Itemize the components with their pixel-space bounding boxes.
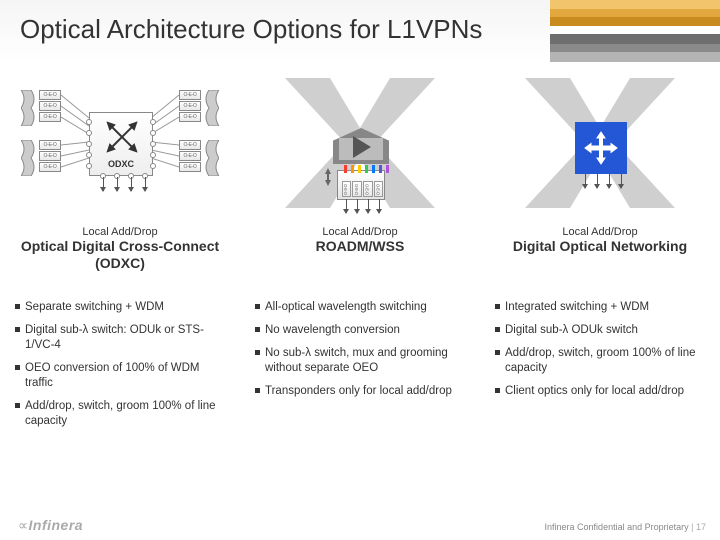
bullet-item: Digital sub-λ switch: ODUk or STS-1/VC-4	[15, 323, 225, 353]
footer-text: Infinera Confidential and Proprietary	[545, 522, 689, 532]
bullet-item: All-optical wavelength switching	[255, 300, 465, 315]
heading-roadm: ROADM/WSS	[255, 238, 465, 272]
bullet-item: Integrated switching + WDM	[495, 300, 705, 315]
bullet-item: Add/drop, switch, groom 100% of line cap…	[495, 346, 705, 376]
diagram-caption: Local Add/Drop	[255, 226, 465, 238]
logo-text: ∝Infinera	[18, 517, 83, 534]
bullet-item: Digital sub-λ ODUk switch	[495, 323, 705, 338]
heading-don: Digital Optical Networking	[495, 238, 705, 272]
heading-odxc: Optical Digital Cross-Connect (ODXC)	[15, 238, 225, 272]
bullets-odxc: Separate switching + WDM Digital sub-λ sw…	[15, 300, 225, 437]
bullets-row: Separate switching + WDM Digital sub-λ sw…	[0, 300, 720, 437]
tiny-oeo-row: O-E-OO-E-OO-E-OO-E-O	[342, 181, 384, 197]
diagram-odxc: O-E-OO-E-OO-E-O O-E-OO-E-OO-E-O O-E-OO-E…	[15, 78, 225, 238]
column-headings: Optical Digital Cross-Connect (ODXC) ROA…	[0, 238, 720, 272]
don-node	[575, 122, 627, 174]
oeo-stack: O-E-OO-E-OO-E-O	[39, 90, 61, 123]
bullet-item: Client optics only for local add/drop	[495, 384, 705, 399]
mux-box: O-E-OO-E-OO-E-OO-E-O	[337, 170, 385, 200]
footer: Infinera Confidential and Proprietary | …	[545, 522, 706, 532]
diagram-caption: Local Add/Drop	[495, 226, 705, 238]
bullet-item: Add/drop, switch, groom 100% of line cap…	[15, 399, 225, 429]
odxc-label: ODXC	[90, 159, 152, 169]
diagram-digital-optical: Local Add/Drop	[495, 78, 705, 238]
slide-title: Optical Architecture Options for L1VPNs	[20, 14, 482, 45]
diagram-caption: Local Add/Drop	[15, 226, 225, 238]
bullet-item: Transponders only for local add/drop	[255, 384, 465, 399]
bullets-roadm: All-optical wavelength switching No wavel…	[255, 300, 465, 437]
bullets-don: Integrated switching + WDM Digital sub-λ …	[495, 300, 705, 437]
bullet-item: No sub-λ switch, mux and grooming withou…	[255, 346, 465, 376]
odxc-box: ODXC	[89, 112, 153, 176]
diagram-roadm: O-E-OO-E-OO-E-OO-E-O Local Add/Drop	[255, 78, 465, 238]
bullet-item: No wavelength conversion	[255, 323, 465, 338]
bullet-item: OEO conversion of 100% of WDM traffic	[15, 361, 225, 391]
bullet-item: Separate switching + WDM	[15, 300, 225, 315]
page-number: 17	[696, 522, 706, 532]
